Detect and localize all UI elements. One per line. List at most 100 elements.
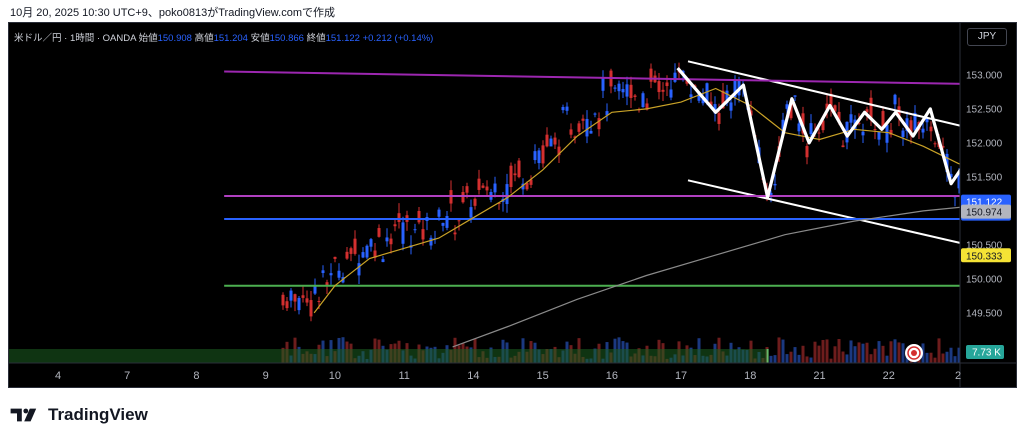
- candle-body: [945, 153, 949, 173]
- volume-bar: [841, 351, 845, 363]
- y-tick-label: 152.000: [966, 138, 1003, 149]
- candle-body: [605, 111, 609, 116]
- candle-body: [437, 209, 441, 217]
- x-tick-label: 7: [124, 370, 130, 382]
- trendlines: [224, 60, 1017, 287]
- volume-bar: [873, 348, 877, 363]
- volume-bar: [833, 346, 837, 363]
- candle-body: [473, 198, 477, 206]
- candle-body: [453, 232, 457, 235]
- y-tick-label: 149.500: [966, 308, 1003, 319]
- y-tick-label: 152.500: [966, 104, 1003, 115]
- candle-body: [569, 129, 573, 135]
- candle-body: [353, 238, 357, 254]
- scroll-to-realtime-icon[interactable]: [905, 344, 923, 362]
- volume-bar: [777, 337, 781, 363]
- price-chart[interactable]: 153.000 152.500 152.000 151.500 150.500 150.0…: [8, 22, 1017, 388]
- candle-body: [333, 256, 337, 259]
- candle-body: [533, 151, 537, 161]
- candle-body: [381, 259, 385, 262]
- candle-body: [493, 183, 497, 193]
- candle-body: [457, 220, 461, 222]
- realtime-icon-ring: [907, 346, 921, 360]
- volume-bar: [861, 343, 865, 363]
- candle-layer: [281, 62, 1017, 322]
- candle-body: [357, 263, 361, 276]
- price-badge: [961, 248, 1011, 263]
- x-tick-label: 9: [263, 370, 269, 382]
- candle-body: [297, 297, 301, 311]
- candle-body: [873, 129, 877, 131]
- candle-body: [785, 104, 789, 109]
- candle-body: [665, 82, 669, 87]
- y-tick-label: 150.000: [966, 274, 1003, 285]
- candle-body: [773, 183, 777, 186]
- volume-badge: [966, 345, 1004, 359]
- volume-bar: [941, 353, 945, 363]
- candle-body: [849, 114, 853, 123]
- x-tick-label: 16: [606, 370, 618, 382]
- candle-body: [769, 192, 773, 196]
- volume-bar: [845, 354, 849, 363]
- close-value: 151.122: [325, 33, 360, 44]
- candle-body: [597, 118, 601, 130]
- candle-body: [861, 131, 865, 136]
- candle-body: [401, 222, 405, 244]
- volume-bar: [821, 339, 825, 363]
- candle-body: [845, 121, 849, 143]
- candle-body: [949, 173, 953, 178]
- candle-body: [429, 237, 433, 246]
- candle-body: [589, 130, 593, 134]
- candle-body: [573, 136, 577, 139]
- volume-bar: [785, 354, 789, 363]
- candle-body: [889, 129, 893, 135]
- candle-body: [317, 300, 321, 303]
- x-tick-label: 22: [883, 370, 895, 382]
- candle-body: [733, 80, 737, 98]
- candle-body: [629, 84, 633, 98]
- candle-body: [729, 102, 733, 111]
- chart-frame[interactable]: 153.000 152.500 152.000 151.500 150.500 150.0…: [8, 22, 1017, 388]
- volume-bar: [885, 355, 889, 363]
- x-tick-label: 11: [398, 370, 409, 382]
- brand-name: TradingView: [48, 405, 148, 424]
- candle-body: [721, 90, 725, 109]
- candle-body: [713, 104, 717, 114]
- candle-body: [313, 285, 317, 294]
- chart-legend: 米ドル／円 · 1時間 · OANDA 始値150.908 高値151.204 …: [14, 30, 433, 44]
- candle-body: [957, 174, 961, 189]
- volume-bar: [893, 339, 897, 363]
- candle-body: [805, 146, 809, 158]
- candle-body: [465, 186, 469, 193]
- candle-body: [293, 294, 297, 302]
- candle-body: [857, 122, 861, 124]
- volume-bar: [949, 347, 953, 363]
- volume-bar: [769, 355, 773, 363]
- candle-body: [445, 215, 449, 228]
- candle-body: [941, 146, 945, 148]
- candle-body: [797, 123, 801, 132]
- x-tick-label: 21: [813, 370, 825, 382]
- volume-bar: [921, 343, 925, 363]
- volume-badge-label: 7.73 K: [972, 348, 1001, 359]
- currency-button[interactable]: JPY: [967, 28, 1007, 46]
- candle-body: [301, 295, 305, 298]
- trendline-channel-upper: [687, 60, 1017, 141]
- candle-body: [305, 298, 309, 303]
- candle-body: [657, 81, 661, 93]
- open-label: 始値: [138, 33, 158, 44]
- candle-body: [865, 109, 869, 113]
- candle-body: [825, 103, 829, 110]
- candle-body: [385, 237, 389, 242]
- candle-body: [725, 90, 729, 104]
- candle-body: [781, 119, 785, 134]
- volume-bar: [925, 352, 929, 363]
- volume-bar: [881, 345, 885, 363]
- candle-body: [441, 222, 445, 226]
- candle-body: [829, 93, 833, 107]
- candle-body: [685, 80, 689, 84]
- candle-body: [885, 124, 889, 143]
- volume-bar: [877, 341, 881, 363]
- candle-body: [325, 282, 329, 287]
- candle-body: [933, 143, 937, 145]
